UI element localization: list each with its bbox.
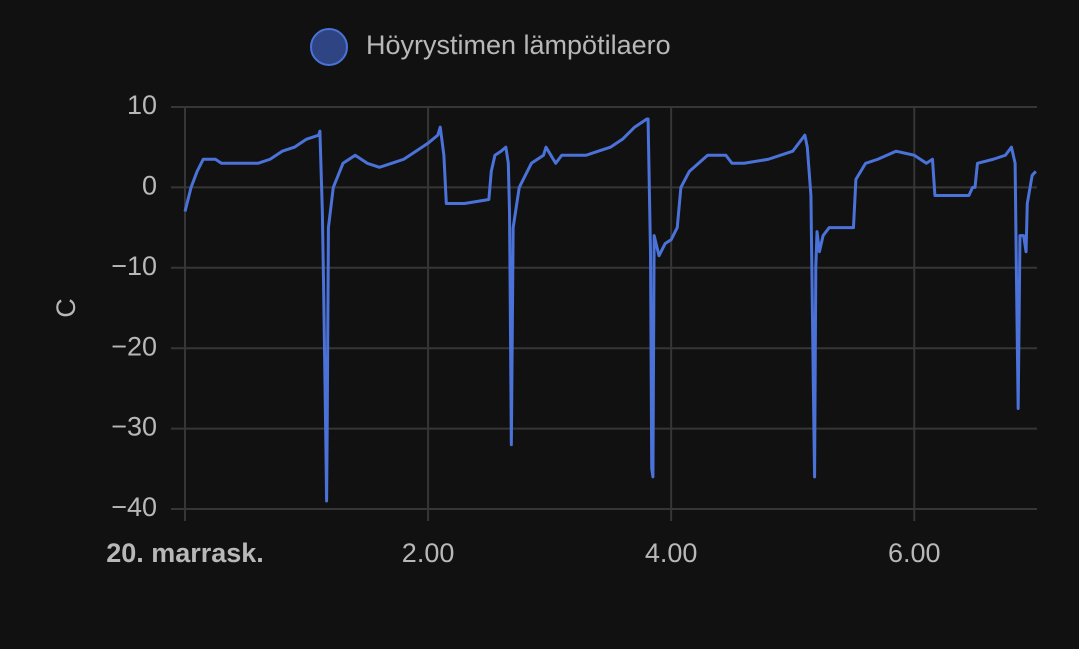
data-line bbox=[183, 117, 1037, 503]
x-tick-label: 4.00 bbox=[645, 538, 698, 568]
y-tick-label: −10 bbox=[111, 251, 157, 281]
legend-label[interactable]: Höyrystimen lämpötilaero bbox=[366, 30, 671, 60]
x-tick-label: 20. marrask. bbox=[106, 538, 264, 568]
y-tick-label: 0 bbox=[142, 171, 157, 201]
x-tick-label: 6.00 bbox=[888, 538, 941, 568]
y-tick-label: −30 bbox=[111, 412, 157, 442]
legend-swatch[interactable] bbox=[310, 28, 348, 66]
y-tick-label: 10 bbox=[127, 90, 157, 120]
y-axis-label: C bbox=[51, 298, 81, 318]
y-tick-label: −20 bbox=[111, 331, 157, 361]
y-tick-label: −40 bbox=[111, 492, 157, 522]
x-tick-label: 2.00 bbox=[402, 538, 455, 568]
